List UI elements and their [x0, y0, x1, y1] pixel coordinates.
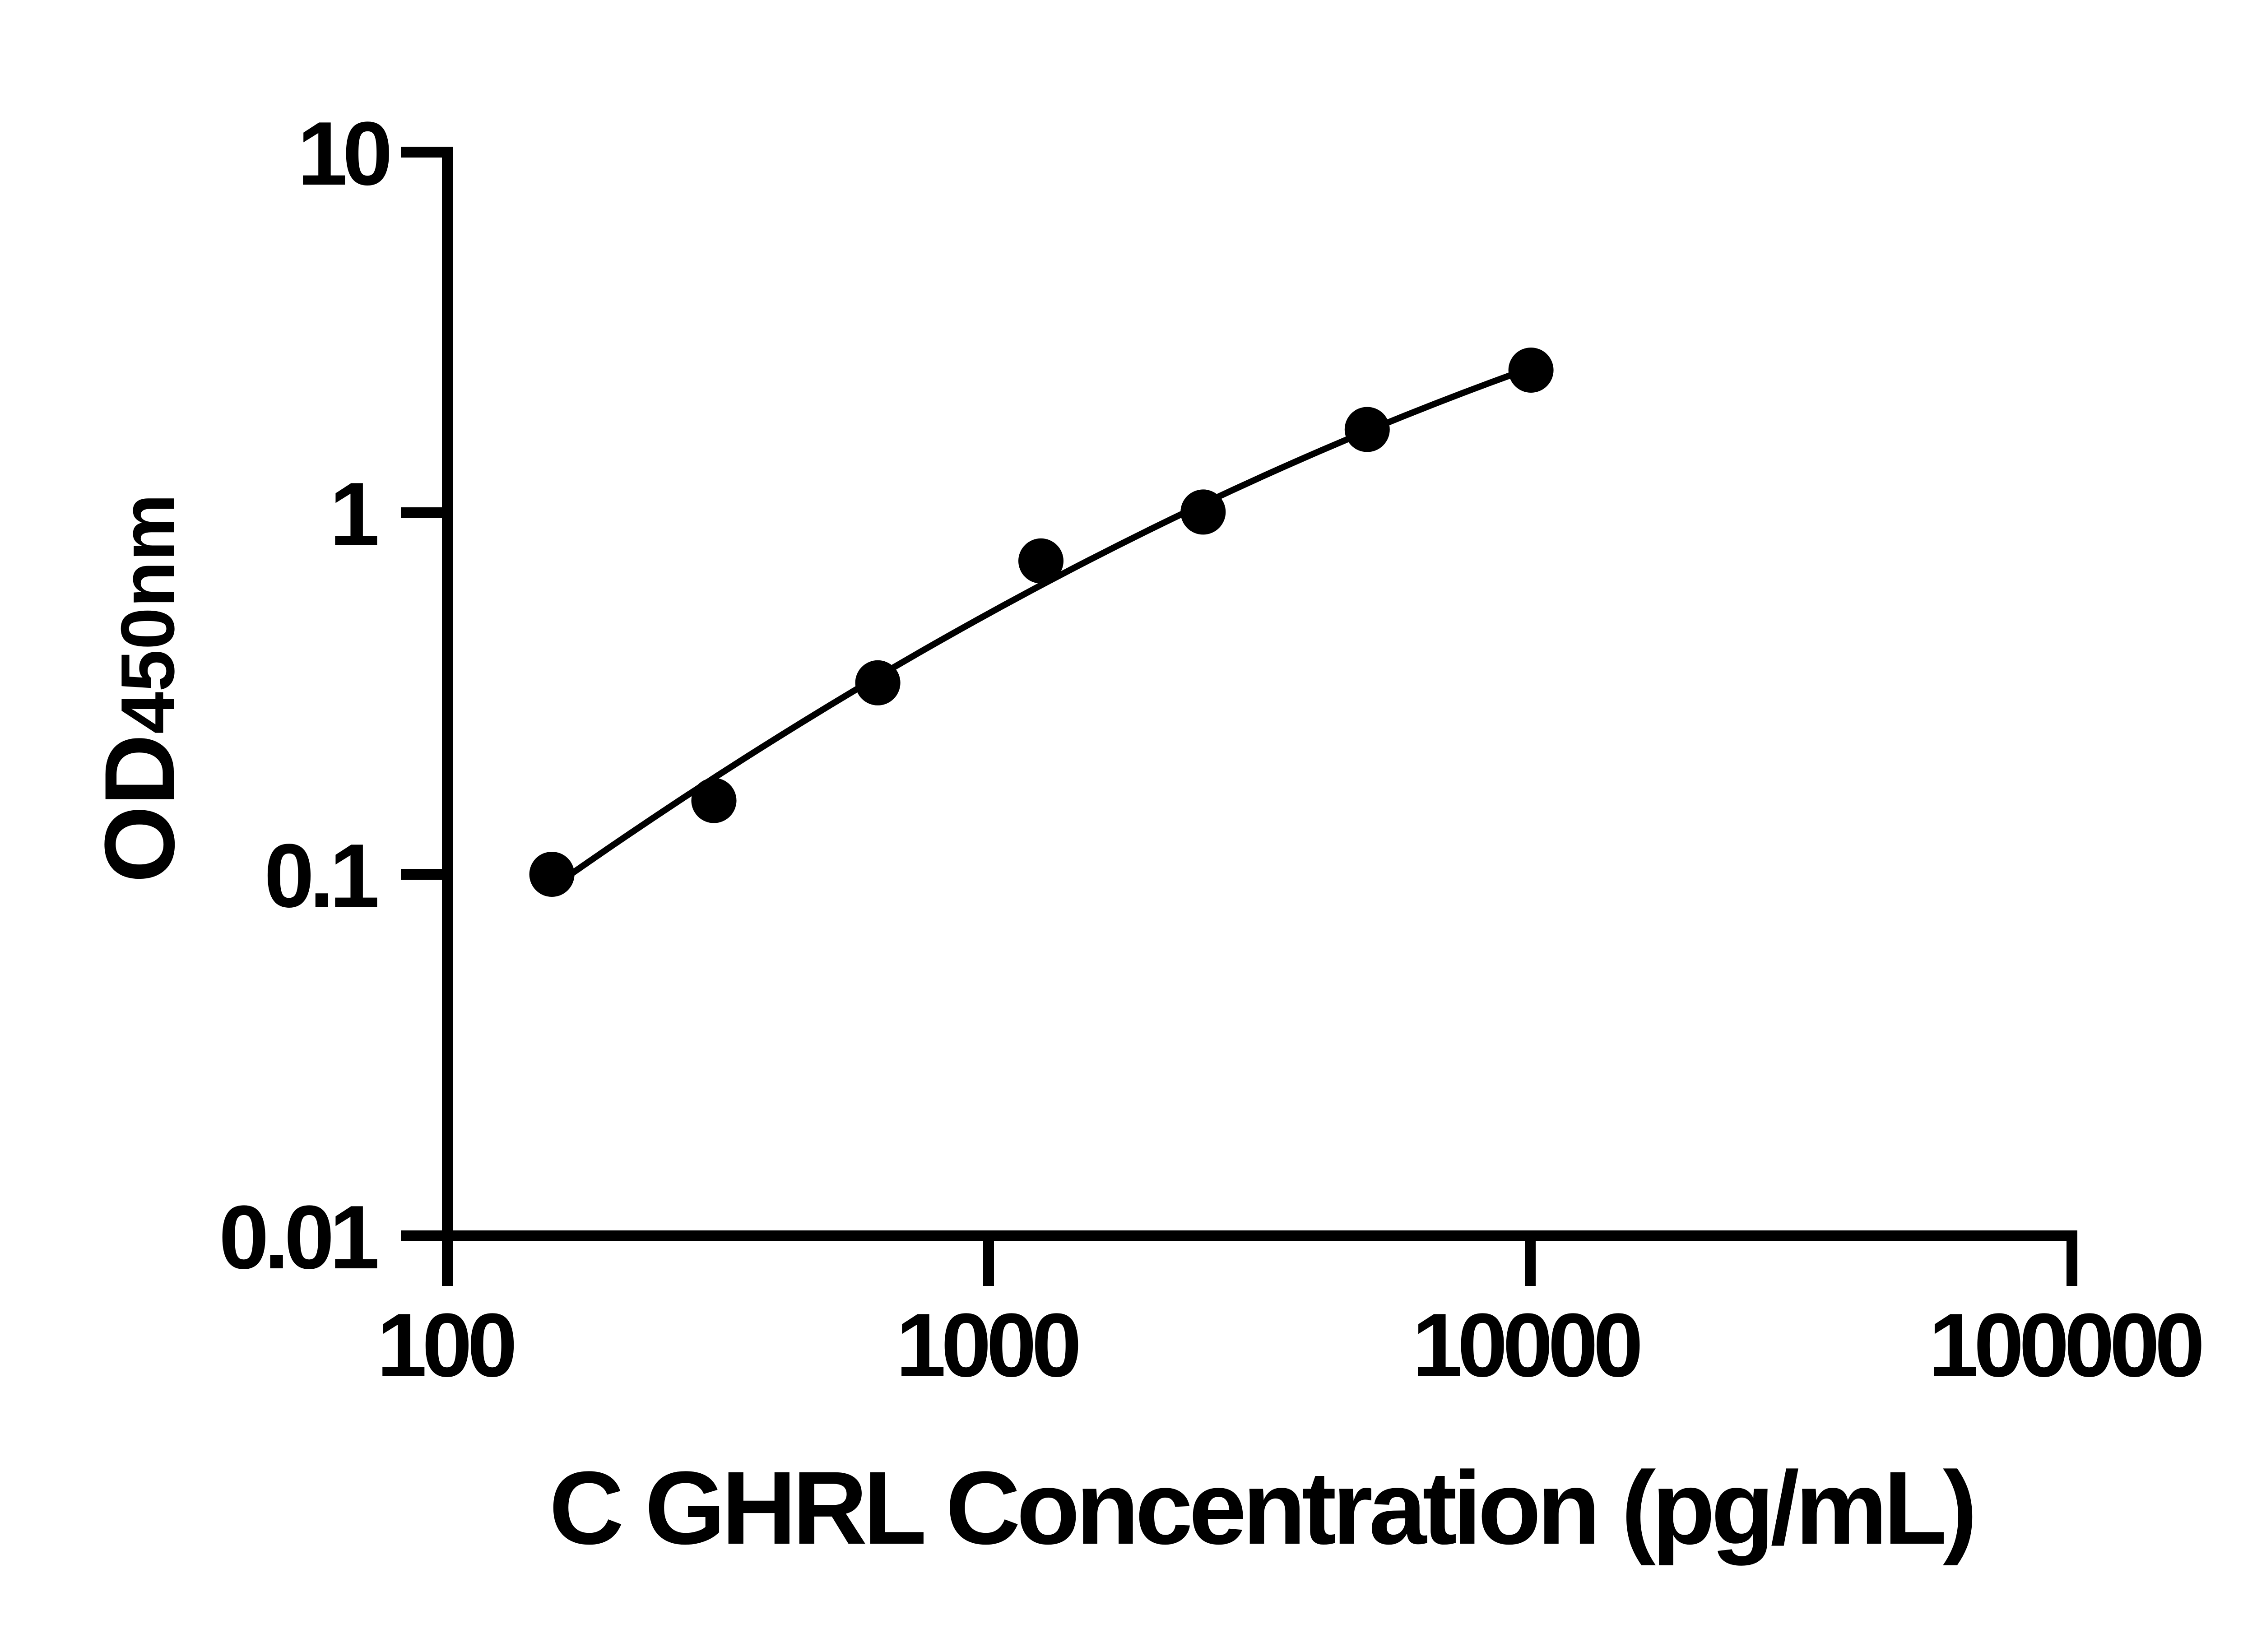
svg-text:0.1: 0.1	[264, 826, 377, 926]
svg-text:0.01: 0.01	[219, 1187, 377, 1288]
svg-text:10000: 10000	[1412, 1295, 1640, 1396]
svg-text:100000: 100000	[1928, 1295, 2201, 1396]
svg-text:1: 1	[330, 464, 377, 565]
svg-text:10: 10	[297, 103, 390, 204]
svg-text:1000: 1000	[896, 1295, 1079, 1396]
svg-text:C GHRL Concentration (pg/mL): C GHRL Concentration (pg/mL)	[549, 1450, 1973, 1566]
svg-text:100: 100	[377, 1295, 514, 1396]
